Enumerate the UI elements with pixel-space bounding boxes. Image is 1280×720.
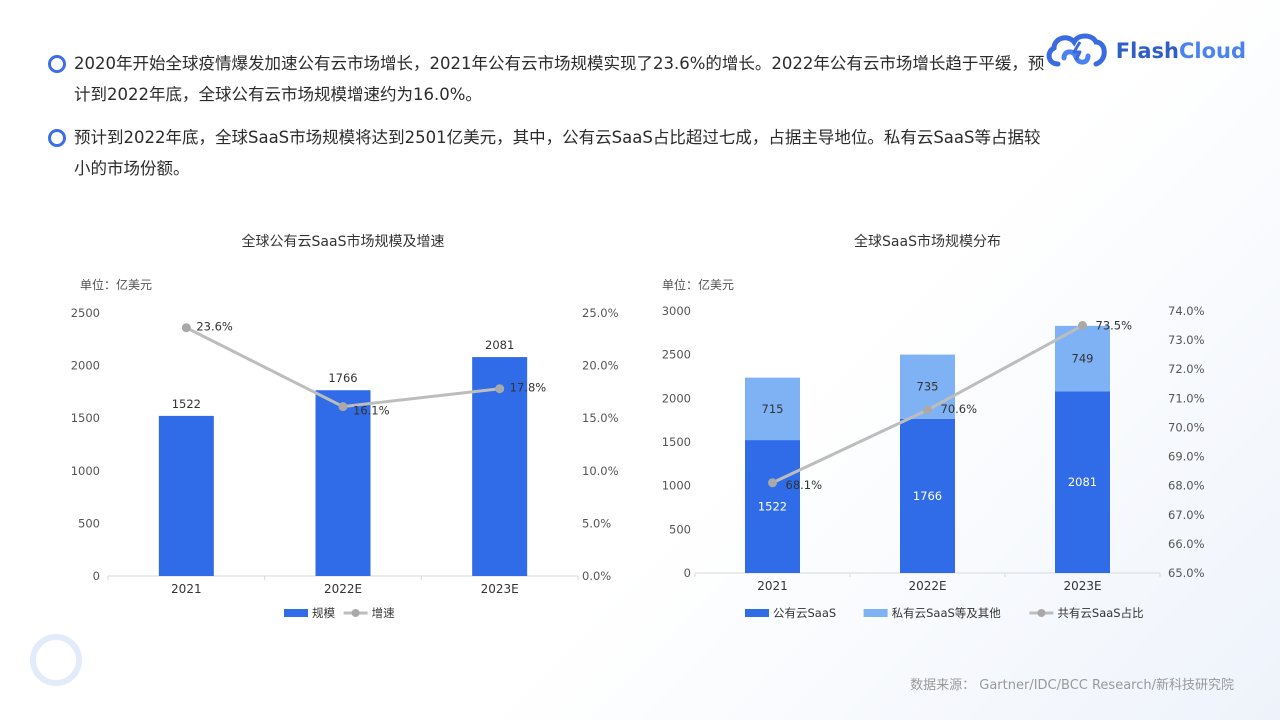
cloud-link-icon <box>1046 33 1107 67</box>
y-tick-label: 1500 <box>71 411 100 425</box>
bullet-text: 预计到2022年底，全球SaaS市场规模将达到2501亿美元，其中，公有云Saa… <box>74 128 1041 178</box>
bullet-item: 预计到2022年底，全球SaaS市场规模将达到2501亿美元，其中，公有云Saa… <box>48 122 1048 184</box>
legend-label: 公有云SaaS <box>773 606 836 620</box>
stacked-bar-segment <box>1055 391 1110 573</box>
y-tick-label: 2000 <box>662 391 691 405</box>
line-point <box>338 402 348 412</box>
unit-label: 单位：亿美元 <box>80 277 152 292</box>
y2-tick-label: 69.0% <box>1168 450 1205 464</box>
y-tick-label: 0 <box>684 566 691 580</box>
bar <box>158 415 214 576</box>
line-point <box>181 323 191 333</box>
y2-tick-label: 67.0% <box>1168 508 1205 522</box>
line-data-label: 68.1% <box>786 478 823 492</box>
line-data-label: 23.6% <box>196 320 233 334</box>
line-point <box>923 405 932 415</box>
bar-data-label: 1766 <box>328 371 357 385</box>
x-tick-label: 2021 <box>757 579 788 593</box>
legend-swatch <box>284 609 308 617</box>
unit-label: 单位：亿美元 <box>662 277 734 292</box>
y2-tick-label: 10.0% <box>582 464 619 478</box>
y2-tick-label: 71.0% <box>1168 391 1205 405</box>
chart-right: 全球SaaS市场规模分布单位：亿美元 0 500 1000 1500 2000 2500 30… <box>640 222 1240 632</box>
y-tick-label: 2500 <box>662 348 691 362</box>
bar-data-label: 715 <box>762 402 784 416</box>
legend-swatch <box>863 609 888 617</box>
bar-data-label: 1522 <box>758 500 787 514</box>
logo-text-part2: Cloud <box>1178 39 1246 63</box>
stacked-bar-segment <box>745 377 800 441</box>
bar-data-label: 1766 <box>913 489 942 503</box>
legend-swatch <box>745 609 769 617</box>
data-source: 数据来源： Gartner/IDC/BCC Research/新科技研究院 <box>910 678 1234 693</box>
stacked-bar-segment <box>745 440 800 573</box>
bar <box>315 390 371 576</box>
y2-tick-label: 0.0% <box>582 569 611 583</box>
line-point <box>768 478 777 488</box>
x-tick-label: 2022E <box>908 579 946 593</box>
line-data-label: 16.1% <box>353 404 390 418</box>
bullet-item: 2020年开始全球疫情爆发加速公有云市场增长，2021年公有云市场规模实现了23… <box>48 48 1048 110</box>
chart-title: 全球SaaS市场规模分布 <box>854 233 1001 250</box>
y-tick-label: 1500 <box>662 435 691 449</box>
line-data-label: 70.6% <box>941 402 978 416</box>
y2-tick-label: 73.0% <box>1168 333 1205 347</box>
y2-tick-label: 15.0% <box>582 411 619 425</box>
x-tick-label: 2023E <box>1063 579 1101 593</box>
x-tick-label: 2022E <box>324 582 362 596</box>
legend-line-marker <box>351 609 360 617</box>
legend-label: 规模 <box>312 606 335 620</box>
y2-tick-label: 68.0% <box>1168 479 1205 493</box>
stacked-bar-segment <box>900 418 955 573</box>
x-tick-label: 2021 <box>171 582 202 596</box>
bullet-list: 2020年开始全球疫情爆发加速公有云市场增长，2021年公有云市场规模实现了23… <box>48 48 1048 190</box>
y-tick-label: 2000 <box>71 359 100 373</box>
y-tick-label: 500 <box>78 516 100 530</box>
decorative-ring <box>30 634 82 686</box>
y-tick-label: 3000 <box>662 304 691 318</box>
legend-label: 增速 <box>372 606 395 620</box>
y-tick-label: 1000 <box>662 479 691 493</box>
bar-data-label: 1522 <box>172 397 201 411</box>
legend-label: 私有云SaaS等及其他 <box>892 606 1002 620</box>
line-point <box>1078 321 1087 331</box>
y2-tick-label: 70.0% <box>1168 420 1205 434</box>
legend-line-marker <box>1037 609 1046 617</box>
y2-tick-label: 72.0% <box>1168 362 1205 376</box>
y-tick-label: 500 <box>669 522 691 536</box>
chart-title: 全球公有云SaaS市场规模及增速 <box>242 233 445 250</box>
y2-tick-label: 66.0% <box>1168 537 1205 551</box>
bar <box>472 357 528 576</box>
circle-bullet-icon <box>48 55 66 73</box>
line-point <box>495 384 505 394</box>
y2-tick-label: 20.0% <box>582 359 619 373</box>
logo-text: FlashCloud <box>1116 39 1246 63</box>
legend-label: 共有云SaaS占比 <box>1057 606 1143 620</box>
circle-bullet-icon <box>48 129 66 147</box>
bullet-text: 2020年开始全球疫情爆发加速公有云市场增长，2021年公有云市场规模实现了23… <box>74 54 1045 104</box>
y2-tick-label: 65.0% <box>1168 566 1205 580</box>
y2-tick-label: 5.0% <box>582 516 611 530</box>
y-tick-label: 0 <box>93 569 100 583</box>
logo-text-part1: Flash <box>1115 39 1179 63</box>
brand-logo: FlashCloud <box>1044 30 1246 72</box>
line-data-label: 17.8% <box>510 381 547 395</box>
bar-data-label: 2081 <box>1068 475 1097 489</box>
x-tick-label: 2023E <box>481 582 519 596</box>
bar-data-label: 749 <box>1072 352 1094 366</box>
bar-data-label: 735 <box>917 380 939 394</box>
y2-tick-label: 25.0% <box>582 306 619 320</box>
bar-data-label: 2081 <box>485 338 514 352</box>
y-tick-label: 1000 <box>71 464 100 478</box>
line-data-label: 73.5% <box>1096 319 1133 333</box>
y-tick-label: 2500 <box>71 306 100 320</box>
chart-left: 全球公有云SaaS市场规模及增速单位：亿美元 0 500 1000 1500 2000 25… <box>40 222 640 632</box>
y2-tick-label: 74.0% <box>1168 304 1205 318</box>
